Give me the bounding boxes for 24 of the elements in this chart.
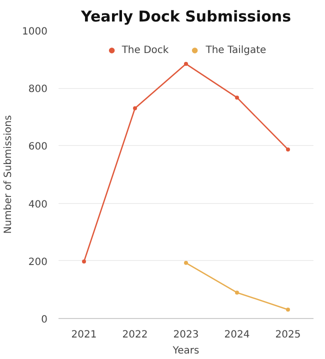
y-axis-title: Number of Submissions <box>3 115 14 234</box>
point <box>235 290 239 295</box>
x-tick-label: 2022 <box>122 330 148 340</box>
point <box>184 260 188 265</box>
x-tick-label: 2023 <box>173 330 199 340</box>
x-tick-label: 2021 <box>71 330 97 340</box>
x-axis-title: Years <box>172 346 200 356</box>
legend-label: The Tailgate <box>206 44 266 56</box>
point <box>286 308 290 312</box>
point <box>286 147 290 152</box>
legend-label: The Dock <box>122 44 169 56</box>
y-tick-label: 400 <box>28 199 48 210</box>
point <box>82 259 86 264</box>
y-tick-label: 200 <box>28 256 48 268</box>
y-tick-label: 600 <box>28 142 48 153</box>
y-tick-label: 0 <box>41 314 48 326</box>
point <box>133 106 137 110</box>
point <box>184 62 188 66</box>
point <box>235 96 239 100</box>
y-tick-label: 800 <box>28 84 48 96</box>
x-tick-label: 2024 <box>224 330 250 340</box>
x-tick-label: 2025 <box>275 330 301 340</box>
chart-title: Yearly Dock Submissions <box>80 8 292 26</box>
y-tick-label: 1000 <box>22 26 48 38</box>
